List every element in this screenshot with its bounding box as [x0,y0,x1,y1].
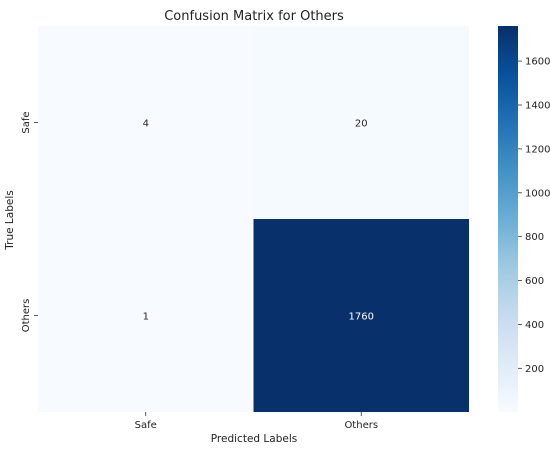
colorbar-tick-label: 1600 [525,57,550,68]
colorbar [498,26,518,412]
x-tick-label: Safe [135,420,157,431]
x-axis-label: Predicted Labels [211,433,297,445]
colorbar-ticks: 200 400 600 800 1000 1200 1400 1600 [518,57,550,375]
colorbar-tick-label: 1400 [525,100,550,111]
heatmap-cell-others-safe [38,219,254,412]
cell-value-label: 20 [355,119,368,130]
heatmap-cell-labels: 4 20 1 1760 [143,119,374,323]
heatmap-cell-others-others [253,219,469,412]
colorbar-tick-label: 400 [525,320,544,331]
cell-value-label: 1760 [349,312,374,323]
x-tick-label: Others [344,420,378,431]
x-axis-ticks: Safe Others [135,412,378,431]
cell-value-label: 1 [143,312,149,323]
colorbar-tick-label: 200 [525,364,544,375]
colorbar-tick-label: 600 [525,276,544,287]
colorbar-tick-label: 1200 [525,144,550,155]
heatmap-cells [38,26,469,412]
colorbar-tick-label: 1000 [525,188,550,199]
cell-value-label: 4 [143,119,149,130]
colorbar-tick-label: 800 [525,232,544,243]
heatmap-cell-safe-safe [38,26,254,219]
y-tick-label: Safe [21,111,32,133]
y-tick-label: Others [21,299,32,333]
chart-title: Confusion Matrix for Others [164,9,344,24]
heatmap-cell-safe-others [253,26,469,219]
y-axis-label: True Labels [4,190,16,250]
y-axis-ticks: Safe Others [21,111,38,332]
